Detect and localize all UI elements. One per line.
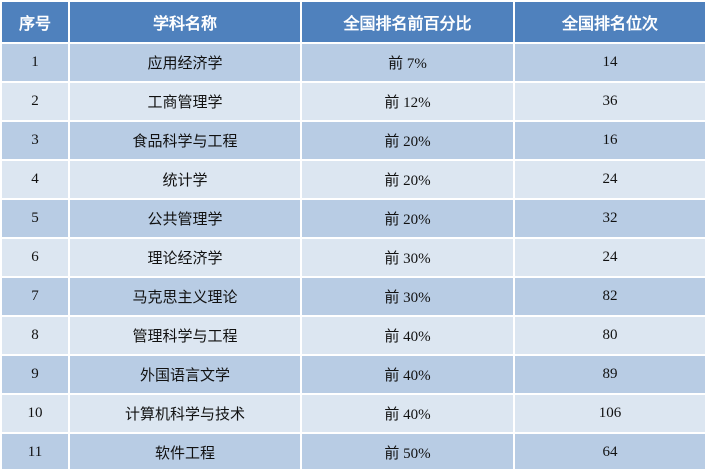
table-cell: 1 — [0, 42, 70, 83]
table-row: 11 软件工程前 50% 64 — [0, 432, 705, 469]
table-cell: 前 20% — [300, 120, 515, 161]
table-row: 2 工商管理学前 12% 36 — [0, 81, 705, 122]
table-cell: 32 — [513, 198, 705, 239]
table-cell: 4 — [0, 159, 70, 200]
table-cell: 2 — [0, 81, 70, 122]
table-cell: 统计学 — [68, 159, 302, 200]
header-cell: 序号 — [0, 0, 70, 44]
table-cell: 106 — [513, 393, 705, 434]
table-cell: 89 — [513, 354, 705, 395]
table-row: 9 外国语言文学前 40% 89 — [0, 354, 705, 395]
table-cell: 11 — [0, 432, 70, 469]
table-cell: 36 — [513, 81, 705, 122]
header-cell: 全国排名位次 — [513, 0, 705, 44]
table-cell: 5 — [0, 198, 70, 239]
table-row: 4 统计学前 20% 24 — [0, 159, 705, 200]
table-row: 8 管理科学与工程前 40% 80 — [0, 315, 705, 356]
table-row: 3 食品科学与工程前 20% 16 — [0, 120, 705, 161]
table-cell: 软件工程 — [68, 432, 302, 469]
header-cell: 全国排名前百分比 — [300, 0, 515, 44]
table-cell: 前 12% — [300, 81, 515, 122]
table-cell: 外国语言文学 — [68, 354, 302, 395]
table-cell: 16 — [513, 120, 705, 161]
table-cell: 24 — [513, 237, 705, 278]
table-row: 6 理论经济学前 30% 24 — [0, 237, 705, 278]
table-cell: 前 40% — [300, 393, 515, 434]
table-cell: 前 30% — [300, 237, 515, 278]
table-cell: 前 7% — [300, 42, 515, 83]
table-body: 1 应用经济学前 7% 14 2 工商管理学前 12% 36 3 食品科学与工程前 20% 16… — [0, 42, 705, 469]
table-cell: 工商管理学 — [68, 81, 302, 122]
header-cell: 学科名称 — [68, 0, 302, 44]
table-cell: 公共管理学 — [68, 198, 302, 239]
table-cell: 前 30% — [300, 276, 515, 317]
table-cell: 82 — [513, 276, 705, 317]
table-cell: 前 20% — [300, 198, 515, 239]
header-row: 序号 学科名称 全国排名前百分比 全国排名位次 — [0, 0, 705, 44]
table-row: 7 马克思主义理论前 30% 82 — [0, 276, 705, 317]
table-row: 1 应用经济学前 7% 14 — [0, 42, 705, 83]
table-cell: 8 — [0, 315, 70, 356]
table-cell: 14 — [513, 42, 705, 83]
table-cell: 7 — [0, 276, 70, 317]
table-cell: 10 — [0, 393, 70, 434]
table-cell: 24 — [513, 159, 705, 200]
table-row: 5 公共管理学前 20% 32 — [0, 198, 705, 239]
table-cell: 前 20% — [300, 159, 515, 200]
table-cell: 食品科学与工程 — [68, 120, 302, 161]
table-cell: 马克思主义理论 — [68, 276, 302, 317]
table-cell: 前 40% — [300, 354, 515, 395]
table-cell: 80 — [513, 315, 705, 356]
table-cell: 6 — [0, 237, 70, 278]
table-cell: 管理科学与工程 — [68, 315, 302, 356]
table-cell: 3 — [0, 120, 70, 161]
table-cell: 9 — [0, 354, 70, 395]
table-cell: 计算机科学与技术 — [68, 393, 302, 434]
table-row: 10 计算机科学与技术前 40% 106 — [0, 393, 705, 434]
table-cell: 64 — [513, 432, 705, 469]
table-cell: 理论经济学 — [68, 237, 302, 278]
table-cell: 前 50% — [300, 432, 515, 469]
table-cell: 前 40% — [300, 315, 515, 356]
table-cell: 应用经济学 — [68, 42, 302, 83]
